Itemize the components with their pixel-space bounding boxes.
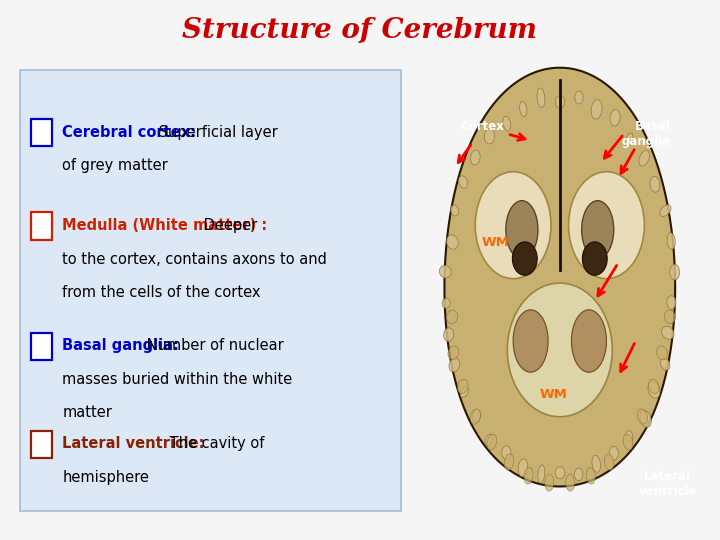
Text: Deeper: Deeper <box>199 218 257 233</box>
Ellipse shape <box>537 88 545 107</box>
Text: WM: WM <box>482 237 510 249</box>
Ellipse shape <box>448 346 459 360</box>
Ellipse shape <box>592 455 600 472</box>
Ellipse shape <box>503 117 510 131</box>
Ellipse shape <box>442 299 450 308</box>
Ellipse shape <box>586 468 595 484</box>
Ellipse shape <box>446 235 458 249</box>
Text: Number of nuclear: Number of nuclear <box>142 339 284 354</box>
Ellipse shape <box>458 379 468 394</box>
Ellipse shape <box>575 468 583 481</box>
Ellipse shape <box>569 172 644 279</box>
Text: Lateral
ventricle: Lateral ventricle <box>639 470 697 498</box>
Ellipse shape <box>625 133 633 147</box>
Ellipse shape <box>545 474 554 491</box>
Text: Superficial layer: Superficial layer <box>153 125 277 140</box>
Ellipse shape <box>459 176 467 188</box>
Ellipse shape <box>446 310 458 323</box>
Ellipse shape <box>451 205 459 216</box>
Ellipse shape <box>626 430 633 442</box>
Ellipse shape <box>475 172 551 279</box>
FancyBboxPatch shape <box>31 333 53 360</box>
Ellipse shape <box>610 110 620 126</box>
Text: from the cells of the cortex: from the cells of the cortex <box>63 285 261 300</box>
Ellipse shape <box>639 151 649 166</box>
Ellipse shape <box>470 409 480 424</box>
Ellipse shape <box>449 358 459 372</box>
Ellipse shape <box>670 264 680 280</box>
Ellipse shape <box>582 201 613 259</box>
Ellipse shape <box>566 474 575 491</box>
Ellipse shape <box>637 409 647 424</box>
Ellipse shape <box>470 150 480 165</box>
Polygon shape <box>444 68 675 487</box>
Text: Cortex: Cortex <box>461 120 505 133</box>
Text: Basal ganglia:: Basal ganglia: <box>63 339 179 354</box>
Text: Cerebral cortex:: Cerebral cortex: <box>63 125 197 140</box>
Ellipse shape <box>572 310 606 372</box>
Ellipse shape <box>662 326 674 339</box>
FancyBboxPatch shape <box>31 119 53 146</box>
Ellipse shape <box>660 205 671 217</box>
Ellipse shape <box>520 102 527 117</box>
Text: Medulla (White matter) :: Medulla (White matter) : <box>63 218 268 233</box>
Text: Basal
ganglia: Basal ganglia <box>621 120 670 148</box>
Text: to the cortex, contains axons to and: to the cortex, contains axons to and <box>63 252 327 267</box>
Ellipse shape <box>605 454 613 470</box>
Ellipse shape <box>555 96 564 109</box>
Ellipse shape <box>504 454 513 470</box>
Ellipse shape <box>485 129 495 144</box>
Ellipse shape <box>460 387 469 397</box>
Ellipse shape <box>524 468 533 484</box>
Ellipse shape <box>508 283 612 417</box>
Ellipse shape <box>555 467 564 479</box>
Ellipse shape <box>472 409 480 422</box>
Ellipse shape <box>609 447 618 460</box>
Ellipse shape <box>660 359 670 370</box>
Ellipse shape <box>538 465 545 483</box>
FancyBboxPatch shape <box>20 70 401 511</box>
Ellipse shape <box>623 434 633 450</box>
Ellipse shape <box>591 100 602 119</box>
Ellipse shape <box>439 265 451 278</box>
Ellipse shape <box>640 410 652 427</box>
Ellipse shape <box>667 296 676 309</box>
Ellipse shape <box>485 434 492 446</box>
Ellipse shape <box>513 310 548 372</box>
FancyBboxPatch shape <box>31 212 53 240</box>
Ellipse shape <box>444 328 454 341</box>
FancyBboxPatch shape <box>31 430 53 458</box>
Text: The cavity of: The cavity of <box>165 436 264 451</box>
Text: hemisphere: hemisphere <box>63 470 149 485</box>
Text: masses buried within the white: masses buried within the white <box>63 372 292 387</box>
Text: Lateral ventricle:: Lateral ventricle: <box>63 436 204 451</box>
Ellipse shape <box>650 177 660 192</box>
Text: matter: matter <box>63 405 112 420</box>
Ellipse shape <box>506 201 538 259</box>
Ellipse shape <box>487 434 497 450</box>
Text: Structure of Cerebrum: Structure of Cerebrum <box>182 17 538 44</box>
Ellipse shape <box>502 446 511 460</box>
Text: WM: WM <box>540 388 568 401</box>
Ellipse shape <box>665 310 675 323</box>
Ellipse shape <box>657 346 667 360</box>
Ellipse shape <box>649 379 659 394</box>
Ellipse shape <box>582 242 607 275</box>
Ellipse shape <box>648 381 660 398</box>
Text: of grey matter: of grey matter <box>63 158 168 173</box>
Ellipse shape <box>518 459 528 477</box>
Ellipse shape <box>667 233 675 249</box>
Ellipse shape <box>575 91 583 104</box>
Ellipse shape <box>513 242 537 275</box>
